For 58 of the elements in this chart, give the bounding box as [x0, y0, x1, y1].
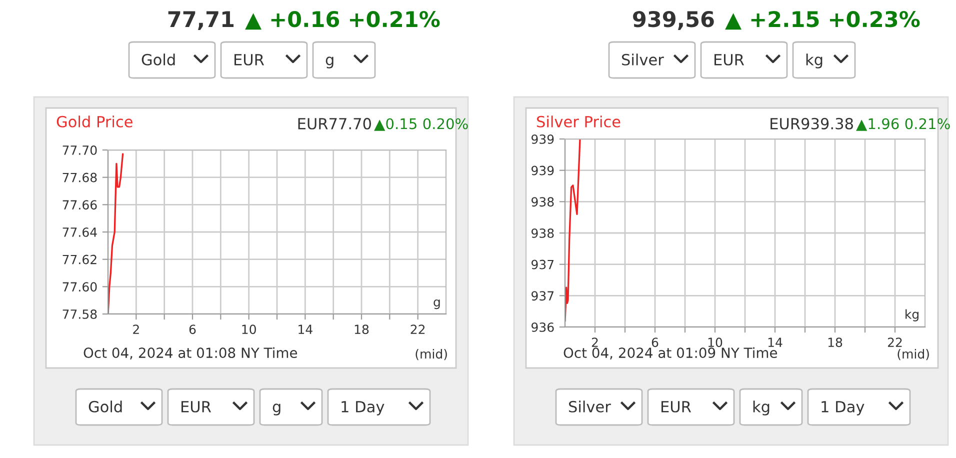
y-tick-label: 77.70	[62, 145, 97, 155]
chart-title: Gold Price	[56, 116, 132, 128]
text: 939,56	[633, 10, 714, 30]
text: Silver	[622, 54, 664, 66]
y-tick-label: 77.66	[62, 200, 97, 210]
text: ▲ +0.16 +0.21%	[245, 10, 440, 30]
y-tick-label: 938	[532, 228, 554, 238]
annotation: kg	[906, 309, 918, 322]
x-tick-label: 2	[133, 324, 139, 334]
chart-subtitle: EUR77.70	[298, 118, 371, 130]
chart-subtitle: EUR939.38	[770, 118, 853, 130]
chart-title: Silver Price	[537, 116, 620, 128]
y-tick-label: 77.60	[62, 282, 97, 292]
line-series	[108, 153, 124, 314]
y-tick-label: 77.62	[62, 254, 96, 264]
annotation: g	[434, 299, 440, 310]
text: g	[272, 404, 280, 416]
text: EUR	[182, 401, 212, 412]
y-tick-label: 77.68	[62, 172, 97, 182]
text: ▲1.96 0.21%	[856, 118, 950, 131]
text: g	[326, 56, 334, 68]
text: ▲0.15 0.20%	[374, 118, 468, 131]
line-series	[565, 139, 581, 322]
text: Gold	[142, 54, 175, 66]
text: EUR	[714, 54, 744, 66]
y-tick-label: 939	[532, 134, 554, 144]
text: 1 Day	[822, 401, 864, 416]
text: kg	[753, 400, 770, 416]
text: EUR	[662, 401, 692, 412]
y-tick-label: 936	[532, 322, 554, 332]
text: 1 Day	[342, 401, 384, 416]
y-tick-label: 938	[532, 197, 554, 207]
x-tick-label: 10	[708, 338, 722, 348]
x-tick-label: 22	[888, 338, 902, 347]
text: Oct 04, 2024 at 01:08 NY Time	[84, 347, 298, 360]
text: ▲ +2.15 +0.23%	[725, 10, 920, 30]
y-tick-label: 937	[532, 291, 554, 301]
y-tick-label: 77.64	[62, 227, 97, 237]
x-tick-label: 22	[410, 324, 425, 334]
text: 77,71	[168, 11, 234, 30]
x-tick-label: 18	[828, 338, 842, 348]
text: (mid)	[416, 348, 447, 360]
y-tick-label: 77.58	[62, 309, 97, 319]
x-tick-label: 14	[768, 338, 782, 347]
x-tick-label: 6	[652, 338, 658, 348]
x-tick-label: 10	[242, 324, 256, 334]
text: Oct 04, 2024 at 01:09 NY Time	[564, 347, 778, 360]
x-tick-label: 6	[189, 324, 196, 334]
text: (mid)	[898, 348, 929, 360]
x-tick-label: 18	[354, 324, 369, 334]
y-tick-label: 939	[532, 166, 554, 176]
text: EUR	[234, 54, 264, 66]
text: kg	[806, 54, 822, 68]
y-tick-label: 937	[532, 260, 554, 270]
text: Silver	[569, 400, 611, 412]
text: Gold	[88, 400, 122, 412]
x-tick-label: 2	[592, 338, 598, 347]
x-tick-label: 14	[298, 324, 312, 334]
